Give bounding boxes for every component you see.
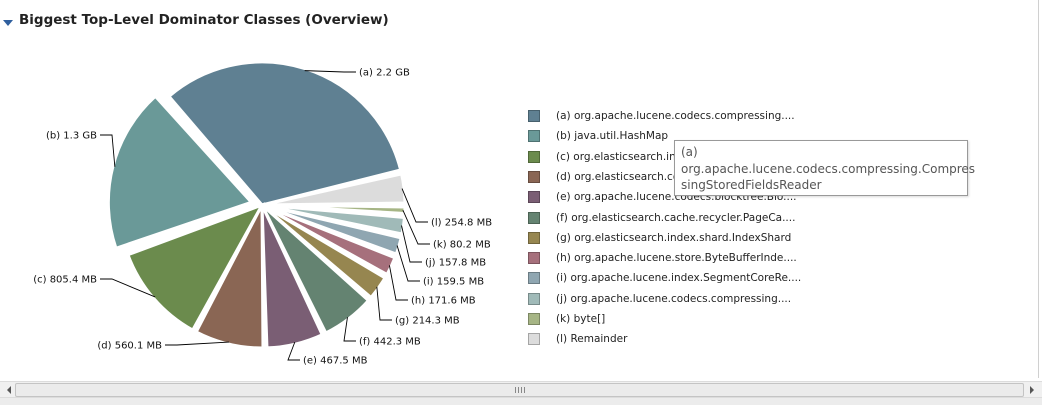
legend-label-h: (h) org.apache.lucene.store.ByteBufferIn…: [556, 252, 797, 265]
pie-slice-c[interactable]: [126, 202, 266, 333]
pie-slice-i[interactable]: [261, 203, 403, 256]
legend-swatch-h: [528, 252, 540, 265]
slice-label-g: (g) 214.3 MB: [395, 316, 460, 327]
leader-line-h: [388, 265, 408, 301]
legend-swatch-g: [528, 231, 540, 244]
collapse-triangle-icon[interactable]: [3, 20, 13, 26]
section-title: Biggest Top-Level Dominator Classes (Ove…: [19, 12, 389, 28]
leader-line-j: [401, 225, 422, 263]
horizontal-scrollbar[interactable]: [0, 381, 1042, 398]
slice-tooltip: (a) org.apache.lucene.codecs.compressing…: [674, 140, 976, 196]
leader-line-l: [401, 188, 428, 223]
legend-label-b: (b) java.util.HashMap: [556, 130, 669, 143]
pie-chart: (l) 254.8 MB (a) 2.2 GB (b) 1.3 GB (c) 805.…: [33, 60, 492, 367]
legend-label-f: (f) org.elasticsearch.cache.recycler.Pag…: [556, 211, 796, 224]
pie-slice-h[interactable]: [261, 203, 397, 277]
legend-swatch-a: [528, 110, 540, 122]
pie-slice-j[interactable]: [261, 203, 407, 236]
leader-line-g: [376, 286, 392, 321]
pie-slice-d[interactable]: [194, 204, 265, 350]
legend-swatch-l: [528, 333, 540, 346]
slice-label-j: (j) 157.8 MB: [425, 258, 486, 269]
section-header: Biggest Top-Level Dominator Classes (Ove…: [0, 0, 1042, 38]
legend-swatch-j: [528, 292, 540, 305]
leader-line-f: [343, 317, 356, 342]
slice-label-h: (h) 171.6 MB: [411, 296, 476, 307]
slice-label-a: (a) 2.2 GB: [359, 68, 410, 79]
slice-label-f: (f) 442.3 MB: [359, 337, 421, 348]
leader-line-b: [100, 134, 116, 167]
legend-swatch-f: [528, 211, 540, 224]
legend-swatch-e: [528, 191, 540, 204]
pie-slice-e[interactable]: [260, 204, 325, 350]
legend-swatch-i: [528, 272, 540, 285]
tooltip-class-line1: org.apache.lucene.codecs.compressing.Com…: [681, 161, 976, 176]
slice-label-b: (b) 1.3 GB: [46, 131, 97, 142]
legend-swatch-d: [528, 170, 540, 183]
leader-line-i: [396, 245, 420, 282]
leader-line-d: [165, 341, 230, 346]
scroll-left-arrow-icon[interactable]: [0, 382, 17, 397]
legend-label-l: (l) Remainder: [556, 333, 628, 346]
pie-slice-g[interactable]: [261, 203, 388, 300]
legend-label-j: (j) org.apache.lucene.codecs.compressing…: [556, 292, 792, 305]
slice-label-d: (d) 560.1 MB: [97, 341, 162, 352]
slice-label-k: (k) 80.2 MB: [433, 240, 491, 251]
slice-label-c: (c) 805.4 MB: [33, 275, 97, 286]
grip-icon: [514, 387, 525, 393]
slice-label-l: (l) 254.8 MB: [431, 218, 492, 229]
pie-slice-f[interactable]: [260, 203, 371, 335]
leader-line-a: [304, 70, 356, 73]
leader-line-k: [402, 209, 430, 245]
legend-swatch-c: [528, 150, 540, 163]
window-bottom-edge: [0, 398, 1042, 405]
legend-label-g: (g) org.elasticsearch.index.shard.IndexS…: [556, 231, 792, 244]
legend-swatch-k: [528, 313, 540, 325]
tooltip-class-line2: singStoredFieldsReader: [681, 178, 822, 192]
legend-swatch-b: [528, 130, 540, 143]
legend-label-i: (i) org.apache.lucene.index.SegmentCoreR…: [556, 272, 802, 285]
pie-slice-a[interactable]: [166, 60, 403, 207]
scrollbar-thumb[interactable]: [15, 383, 1024, 397]
tooltip-key: (a): [681, 145, 698, 159]
slice-label-i: (i) 159.5 MB: [423, 277, 484, 288]
slice-label-e: (e) 467.5 MB: [303, 356, 368, 367]
scroll-right-arrow-icon[interactable]: [1023, 382, 1040, 397]
legend-label-k: (k) byte[]: [556, 313, 606, 325]
leader-line-e: [287, 341, 300, 361]
legend-label-a: (a) org.apache.lucene.codecs.compressing…: [556, 110, 795, 122]
leader-line-c: [100, 278, 156, 298]
pie-slice-b[interactable]: [106, 94, 254, 251]
panel-border: [1038, 0, 1039, 378]
